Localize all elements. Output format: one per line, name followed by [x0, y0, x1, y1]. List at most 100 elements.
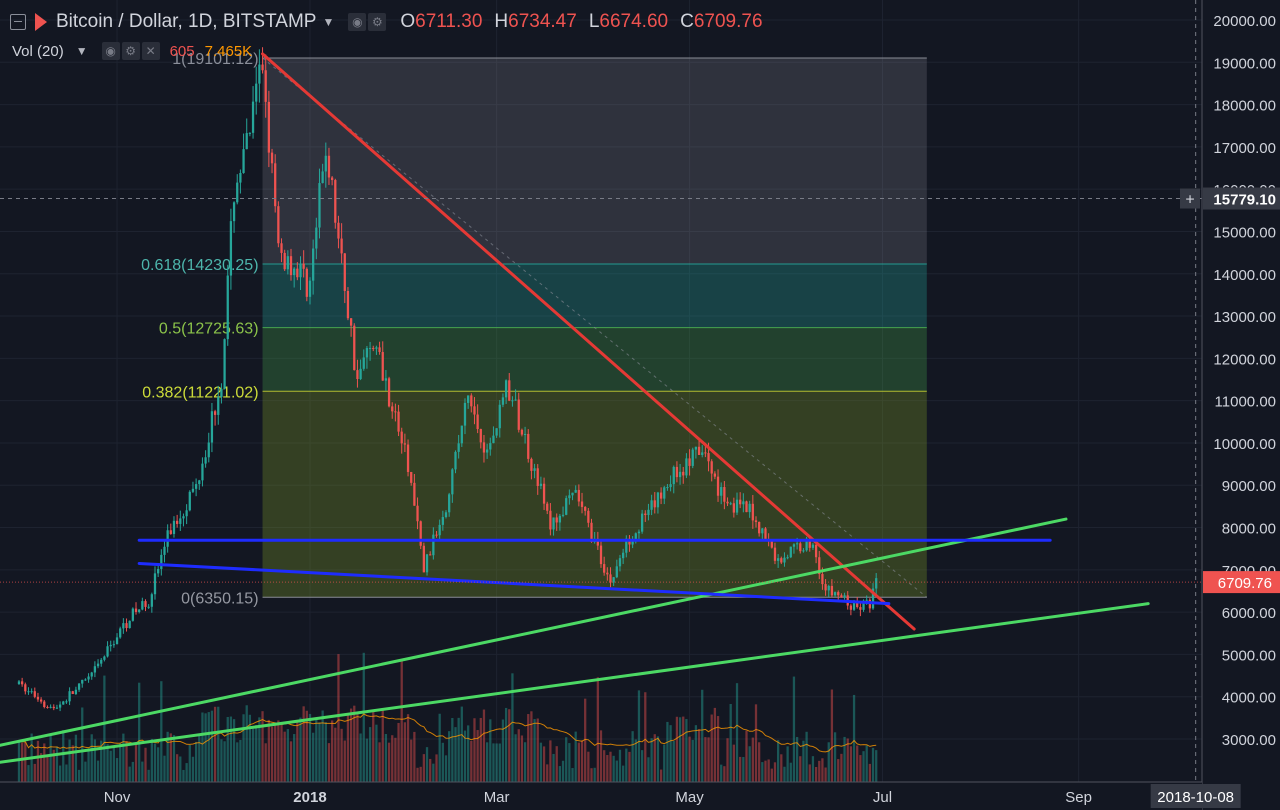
candle-body	[795, 543, 799, 545]
candle	[647, 503, 650, 521]
volume-dropdown-icon[interactable]: ▼	[75, 44, 88, 58]
candle	[248, 132, 252, 137]
candle	[827, 584, 830, 598]
volume-bar	[653, 734, 656, 782]
candle-body	[612, 577, 615, 583]
volume-bar	[773, 762, 777, 782]
candle	[533, 463, 536, 479]
volume-bar	[128, 766, 131, 782]
candle-body	[346, 290, 350, 319]
volume-bar	[232, 719, 236, 782]
candle	[748, 500, 751, 518]
candle-body	[334, 180, 337, 223]
volume-bar	[353, 705, 356, 782]
candle	[33, 687, 36, 699]
candle-body	[315, 227, 318, 249]
candle-body	[308, 280, 312, 297]
candle	[43, 700, 46, 709]
candle-body	[299, 263, 302, 278]
candle	[334, 178, 337, 229]
volume-bar	[236, 742, 239, 782]
candle-body	[482, 442, 486, 453]
candle	[153, 566, 157, 600]
candle-body	[688, 458, 691, 466]
candle	[599, 539, 603, 568]
candle	[644, 510, 647, 522]
volume-bar	[644, 692, 647, 782]
volume-bar	[549, 740, 552, 782]
candle-body	[666, 487, 669, 489]
volume-bar	[163, 755, 166, 782]
volume-bar	[43, 743, 46, 782]
volume-bar	[862, 751, 865, 782]
candle-body	[359, 368, 362, 380]
close-icon[interactable]: ✕	[141, 42, 160, 60]
candle-body	[438, 524, 441, 536]
volume-eye-icon[interactable]: ◉	[101, 42, 120, 60]
volume-bar	[49, 733, 52, 782]
volume-bar	[628, 751, 631, 782]
candle	[587, 508, 590, 528]
low-label: L	[588, 11, 600, 32]
candle-body	[226, 275, 229, 340]
candle-body	[125, 623, 128, 629]
candle-body	[93, 666, 97, 673]
price-tick-label: 19000.00	[1213, 55, 1276, 72]
candle-body	[27, 691, 30, 693]
volume-bar	[723, 766, 726, 782]
volume-bar	[546, 764, 549, 782]
volume-bar	[134, 743, 138, 782]
volume-bar	[52, 749, 55, 782]
candle-body	[634, 533, 637, 540]
candle-body	[704, 452, 707, 454]
candle	[293, 267, 296, 288]
volume-bar	[242, 714, 245, 782]
volume-gear-icon[interactable]: ⚙	[121, 42, 140, 60]
eye-icon[interactable]: ◉	[348, 13, 367, 31]
volume-bar	[609, 751, 612, 782]
candle-body	[280, 243, 283, 253]
volume-bar	[625, 748, 628, 782]
volume-bar	[856, 745, 859, 782]
volume-bar	[299, 717, 302, 782]
candle-body	[824, 584, 827, 591]
candle	[185, 504, 188, 525]
candle-body	[33, 691, 36, 697]
volume-bar	[799, 756, 802, 782]
dropdown-caret-icon[interactable]: ▼	[322, 15, 335, 29]
candle-body	[701, 452, 704, 455]
candle-body	[770, 541, 773, 548]
candle	[682, 466, 685, 484]
candle	[678, 463, 682, 485]
volume-bar	[536, 718, 539, 782]
volume-bar	[103, 675, 106, 782]
candle-body	[656, 492, 660, 508]
volume-bar	[457, 717, 460, 782]
symbol-title[interactable]: Bitcoin / Dollar, 1D, BITSTAMP	[56, 11, 317, 32]
volume-bar	[482, 709, 486, 782]
candle	[182, 513, 185, 527]
candle	[141, 597, 144, 611]
volume-bar	[210, 710, 214, 782]
volume-bar	[166, 731, 169, 782]
volume-bar	[701, 689, 704, 782]
crosshair-price-tag	[1203, 187, 1280, 210]
collapse-icon[interactable]	[10, 14, 26, 30]
volume-indicator-title[interactable]: Vol (20)	[12, 42, 64, 60]
candle-body	[568, 495, 571, 499]
volume-bar	[359, 733, 362, 782]
candle-body	[606, 572, 609, 575]
candle-body	[637, 531, 641, 534]
candle	[166, 524, 169, 553]
volume-bar	[710, 714, 713, 782]
candle	[378, 341, 381, 355]
volume-bar	[141, 761, 144, 782]
candle-body	[381, 352, 384, 381]
candle	[432, 527, 435, 560]
gear-icon[interactable]: ⚙	[368, 13, 387, 31]
candle-body	[495, 428, 498, 436]
candle-body	[852, 602, 856, 610]
candle-body	[457, 443, 460, 452]
volume-bar	[577, 742, 580, 782]
